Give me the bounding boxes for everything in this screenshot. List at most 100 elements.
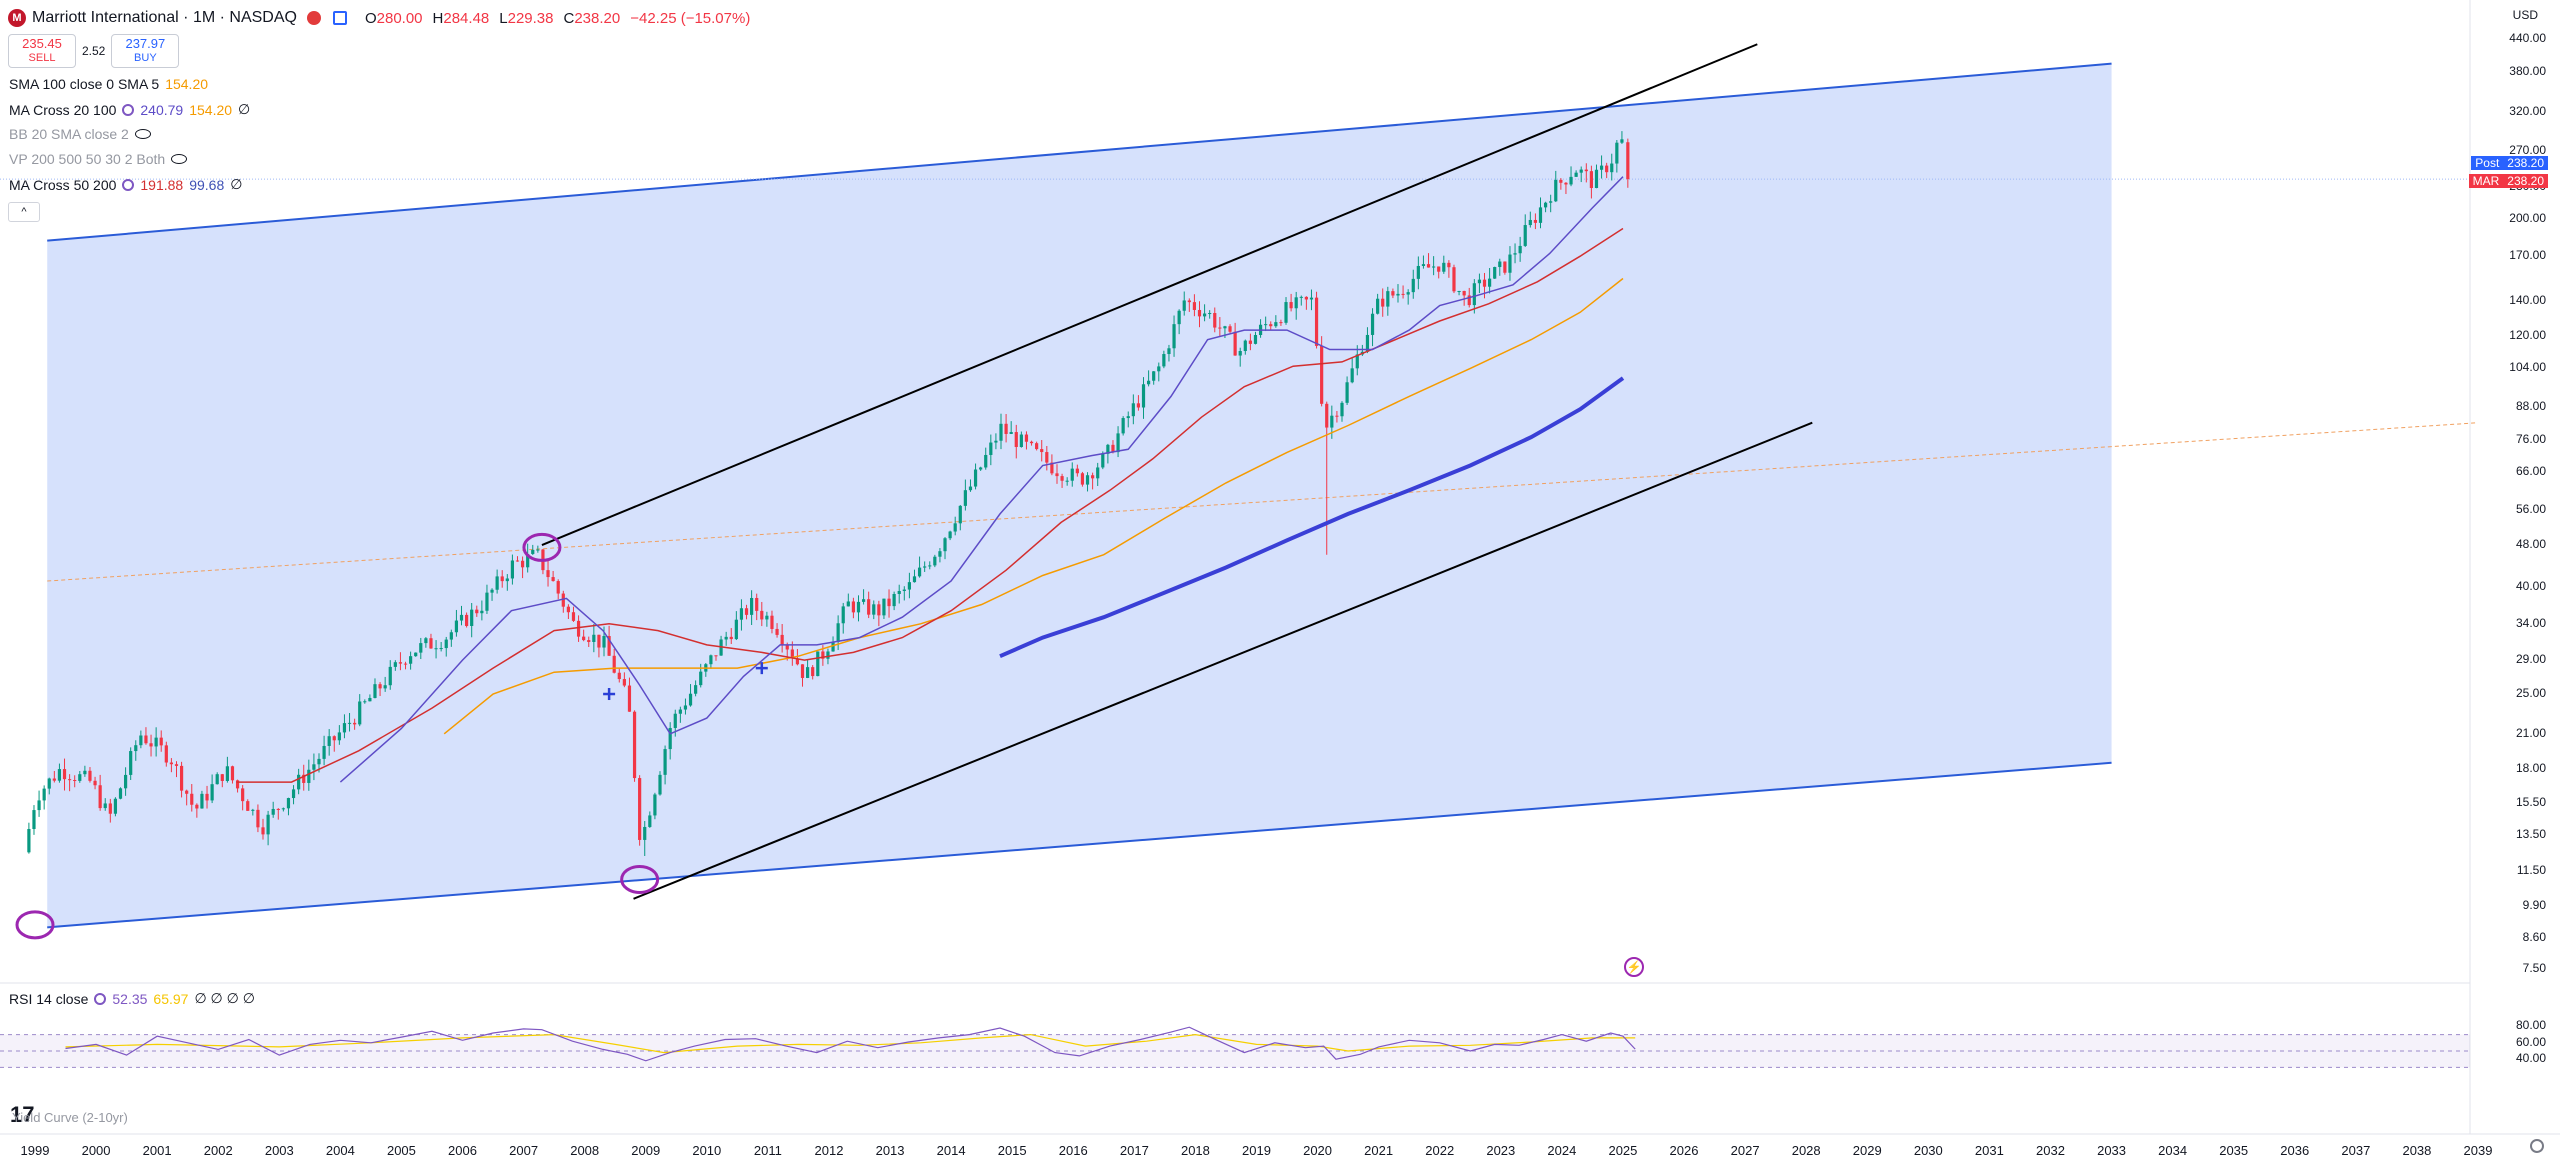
candle-body: [225, 766, 229, 781]
indicator-value: 154.20: [165, 76, 209, 92]
settings-gear-icon[interactable]: [2530, 1139, 2544, 1153]
candle-body: [861, 599, 866, 602]
candle-body: [1162, 354, 1166, 367]
candle-body: [1035, 443, 1039, 450]
price-tick-label: 66.00: [2515, 464, 2546, 479]
candle-body: [872, 604, 876, 615]
candle-body: [928, 565, 932, 567]
candle-body: [1096, 467, 1100, 479]
time-tick-label: 2024: [1547, 1143, 1577, 1158]
candle-body: [999, 423, 1003, 441]
candle-body: [673, 713, 677, 728]
time-tick-label: 2001: [142, 1143, 172, 1158]
candle-body: [1320, 345, 1324, 404]
candle-body: [1406, 292, 1410, 295]
candle-body: [1503, 261, 1507, 273]
sma100-line: [443, 277, 1624, 735]
price-tick-label: 140.00: [2509, 292, 2546, 307]
symbol-title[interactable]: Marriott International · 1M · NASDAQ: [32, 9, 297, 26]
candle-body: [388, 666, 392, 686]
time-tick-label: 2036: [2280, 1143, 2310, 1158]
tradingview-logo-icon[interactable]: 17: [10, 1102, 35, 1127]
candle-body: [1386, 291, 1390, 307]
candle-body: [470, 609, 474, 626]
post-label: Post: [2471, 155, 2504, 170]
candle-body: [963, 490, 967, 506]
buy-button[interactable]: 237.97 BUY: [111, 34, 180, 68]
candle-body: [1508, 254, 1512, 273]
candle-body: [943, 538, 947, 552]
collapse-legend-button[interactable]: ^: [8, 202, 40, 222]
candle-body: [164, 745, 168, 763]
trendline-upper: [541, 43, 1758, 546]
currency-label[interactable]: USD: [2512, 8, 2538, 22]
hidden-eye-icon[interactable]: [134, 129, 151, 139]
indicator-value: 99.68: [189, 176, 225, 193]
candle-body: [1264, 324, 1268, 326]
candle-body: [103, 803, 107, 809]
price-tick-label: 76.00: [2515, 432, 2546, 447]
candle-body: [912, 576, 917, 583]
candle-body: [510, 560, 515, 579]
data-source-icon: [94, 992, 107, 1005]
candle-body: [378, 684, 382, 689]
ohlc-close-key: C: [563, 9, 575, 27]
candle-body: [1269, 324, 1273, 327]
time-tick-label: 2026: [1669, 1143, 1699, 1158]
time-tick-label: 2033: [2097, 1143, 2127, 1158]
price-tick-label: 440.00: [2509, 31, 2546, 45]
rsi-legend[interactable]: RSI 14 close 52.35 65.97 ∅ ∅ ∅ ∅: [9, 990, 255, 1007]
price-tick-label: 25.00: [2515, 686, 2546, 701]
candle-body: [638, 778, 642, 840]
candle-body: [1126, 416, 1130, 419]
symbol-label: MAR: [2468, 173, 2504, 188]
candle-body: [409, 656, 413, 664]
candle-body: [439, 648, 443, 650]
price-tick-label: 320.00: [2509, 103, 2546, 118]
candle-body: [790, 649, 794, 659]
indicator-name: BB 20 SMA close 2: [9, 126, 129, 142]
indicator-ma-cross-50-200[interactable]: MA Cross 50 200 191.88 99.68 ∅: [9, 176, 242, 193]
candle-body: [597, 634, 601, 648]
candle-body: [271, 808, 275, 815]
candle-body: [1610, 163, 1614, 173]
indicator-bb[interactable]: BB 20 SMA close 2: [9, 126, 151, 142]
candle-body: [653, 794, 657, 816]
candle-body: [414, 652, 418, 657]
flash-alert-icon[interactable]: ⚡: [1624, 957, 1644, 977]
candle-body: [1554, 179, 1558, 202]
candle-body: [144, 735, 148, 744]
sell-button[interactable]: 235.45 SELL: [8, 34, 76, 68]
candle-body: [877, 604, 881, 616]
candle-body: [241, 788, 245, 802]
price-tick-label: 29.00: [2515, 652, 2546, 667]
indicator-sma100[interactable]: SMA 100 close 0 SMA 5 154.20: [9, 76, 208, 92]
time-tick-label: 2012: [814, 1143, 844, 1158]
candle-body: [1467, 295, 1471, 306]
candle-body: [1355, 354, 1359, 369]
candle-body: [347, 722, 352, 724]
candle-body: [663, 749, 667, 775]
candle-body: [1533, 219, 1538, 223]
price-tick-label: 48.00: [2515, 537, 2546, 552]
candle-body: [765, 615, 769, 620]
time-tick-label: 2014: [936, 1143, 966, 1158]
indicator-ma-cross-20-100[interactable]: MA Cross 20 100 240.79 154.20 ∅: [9, 101, 250, 118]
candle-body: [37, 800, 41, 811]
candle-body: [78, 774, 82, 781]
indicator-vp[interactable]: VP 200 500 50 30 2 Both: [9, 151, 188, 167]
compare-square-icon[interactable]: [332, 11, 347, 25]
time-tick-label: 2006: [448, 1143, 477, 1158]
yield-curve-label[interactable]: Yield Curve (2-10yr): [12, 1110, 128, 1125]
time-tick-label: 2007: [509, 1143, 539, 1158]
candle-body: [235, 780, 240, 789]
candle-body: [1559, 179, 1563, 183]
candle-body: [882, 598, 886, 616]
candle-body: [948, 531, 952, 539]
hidden-eye-icon[interactable]: [171, 154, 188, 164]
candle-body: [1197, 309, 1202, 317]
candle-body: [27, 829, 31, 853]
candle-body: [755, 597, 759, 611]
ma20-line: [339, 176, 1624, 783]
